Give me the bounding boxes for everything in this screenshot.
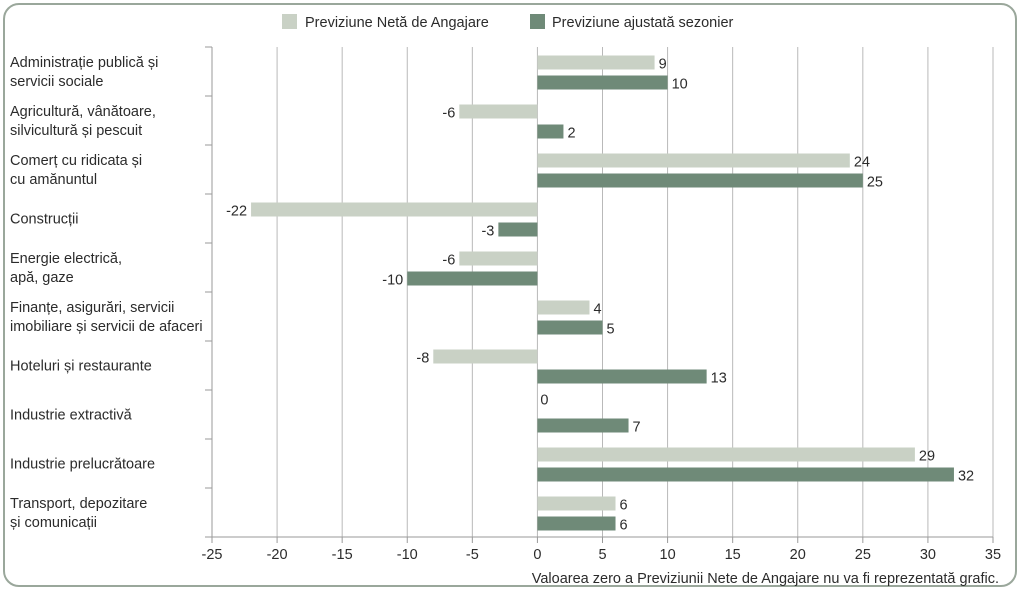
bar [537,124,564,139]
bar [433,349,538,364]
bar [459,104,538,119]
data-label: 10 [672,77,688,93]
data-label: 6 [620,518,628,534]
category-label: Transport, depozitare și comunicații [10,496,147,531]
data-label: -6 [442,106,455,122]
legend-label-seasonally-adjusted: Previziune ajustată sezonier [552,15,734,31]
x-tick-label: 20 [790,547,806,563]
bar [537,55,655,70]
data-label: 0 [540,393,548,409]
bar [407,271,538,286]
x-tick-labels: -25 -20 -15 -10 -5 0 5 10 15 20 25 30 35 [202,547,1002,563]
x-tick-label: 35 [985,547,1001,563]
legend-swatch-net-outlook [282,14,297,29]
bar [537,496,616,511]
legend-swatch-seasonally-adjusted [530,14,545,29]
data-label: 29 [919,449,935,465]
category-label: Hoteluri și restaurante [10,359,152,375]
bar [537,173,863,188]
bar [537,300,590,315]
category-label: Industrie prelucrătoare [10,457,155,473]
data-label: -3 [481,224,494,240]
data-label: 32 [958,469,974,485]
category-label: Administrație publică și servicii sociale [10,55,158,90]
data-label: 6 [620,498,628,514]
x-tick-label: 30 [920,547,936,563]
bar [537,369,707,384]
x-tick-label: 15 [725,547,741,563]
bar [537,153,850,168]
bars [251,55,954,531]
x-tick-label: 5 [598,547,606,563]
bar [251,202,538,217]
grid-lines [211,47,994,537]
x-tick-label: -5 [466,547,479,563]
data-label: -22 [226,204,247,220]
value-labels: 9 10 -6 2 24 25 -22 -3 -6 -10 45 -8 13 0 7 29 32 6 6 [226,57,974,534]
data-label: 9 [659,57,667,73]
x-tick-label: 0 [533,547,541,563]
category-label: Finanțe, asigurări, servicii imobiliare ș… [10,300,203,335]
axes [205,46,994,543]
data-label: 25 [867,175,883,191]
data-label: 7 [633,420,641,436]
data-label: 2 [567,126,575,142]
data-label: 13 [711,371,727,387]
bar [459,251,538,266]
data-label: 5 [607,322,615,338]
chart-frame [3,3,1017,587]
category-label: Industrie extractivă [10,408,133,424]
data-label: -6 [442,253,455,269]
x-tick-label: 25 [855,547,871,563]
category-label: Comerț cu ridicata și cu amănuntul [10,153,142,188]
chart-note: Valoarea zero a Previziunii Nete de Anga… [532,571,999,587]
x-tick-label: -25 [202,547,223,563]
category-label: Energie electrică, apă, gaze [10,251,122,286]
legend: Previziune Netă de Angajare Previziune a… [282,14,734,31]
category-label: Construcții [10,212,79,228]
legend-label-net-outlook: Previziune Netă de Angajare [305,15,489,31]
data-label: 4 [593,302,601,318]
x-tick-label: -20 [267,547,288,563]
bar [498,222,538,237]
bar [537,467,954,482]
x-tick-label: -10 [397,547,418,563]
data-label: -8 [416,351,429,367]
bar [537,320,603,335]
bar [537,447,915,462]
data-label: -10 [382,273,403,289]
x-tick-label: -15 [332,547,353,563]
category-label: Agricultură, vânătoare, silvicultură și p… [10,104,156,139]
bar [537,418,629,433]
data-label: 24 [854,155,870,171]
bar [537,75,668,90]
bar [537,516,616,531]
x-tick-label: 10 [660,547,676,563]
category-labels: Administrație publică și servicii sociale… [10,55,203,531]
